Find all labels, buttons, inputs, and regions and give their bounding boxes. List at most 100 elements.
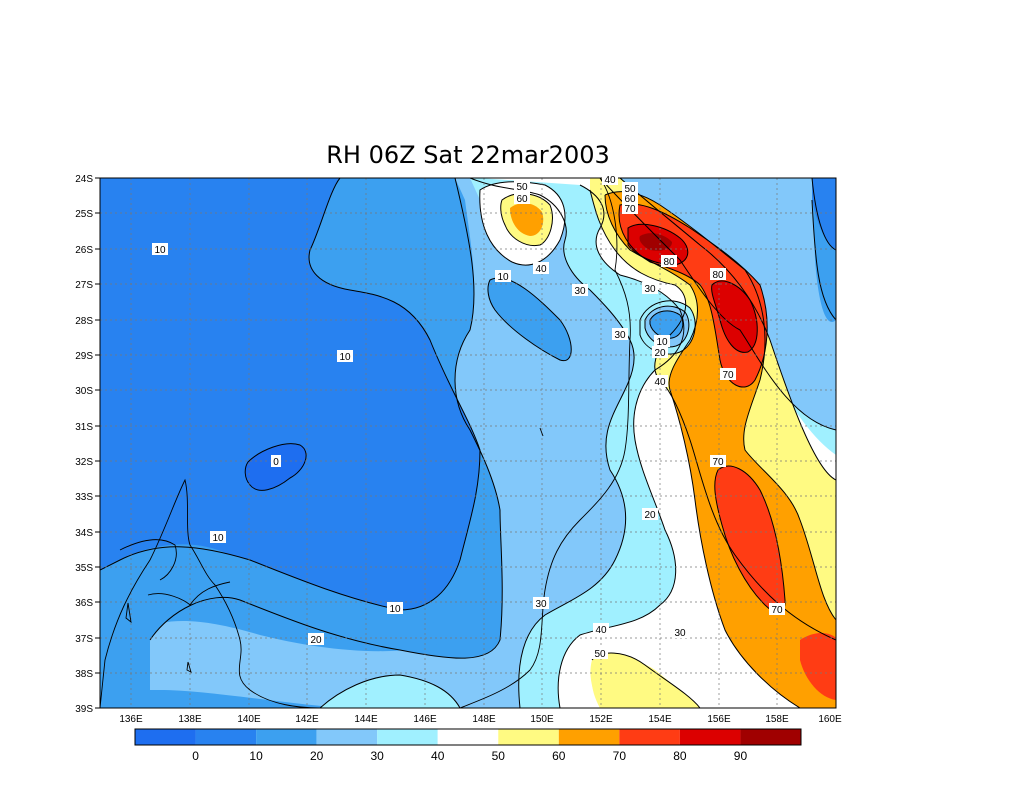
contour-label: 30 xyxy=(533,597,549,610)
contour-label-box xyxy=(622,202,638,214)
contour-label-box xyxy=(593,623,609,635)
contour-label-text: 20 xyxy=(644,510,656,521)
colorbar-frame xyxy=(134,728,802,746)
contour-label: 20 xyxy=(308,633,324,646)
colorbar-label: 30 xyxy=(371,749,385,763)
contour-label-text: 10 xyxy=(339,352,351,363)
contour-label-text: 30 xyxy=(614,330,626,341)
contour-label-box xyxy=(572,284,588,296)
contour-label-box xyxy=(642,282,658,294)
lat-label: 24S xyxy=(75,174,93,185)
contour-label-text: 70 xyxy=(712,457,724,468)
contour-label: 30 xyxy=(642,282,658,295)
colorbar-swatch xyxy=(679,729,741,745)
contour-label: 30 xyxy=(672,626,688,639)
contour-label-box xyxy=(654,335,670,347)
lat-label: 26S xyxy=(75,245,93,256)
colorbar-swatch xyxy=(619,729,680,745)
lon-label: 142E xyxy=(295,714,319,725)
contour-label-text: 10 xyxy=(656,337,668,348)
colorbar-swatch xyxy=(740,729,801,745)
field-above-90 xyxy=(639,233,672,251)
contour-label-text: 10 xyxy=(154,245,166,256)
contour-label-text: 50 xyxy=(624,184,636,195)
contour-label-box xyxy=(533,597,549,609)
contour-label-text: 30 xyxy=(535,599,547,610)
contour-label-text: 40 xyxy=(604,175,616,186)
contour-label: 10 xyxy=(337,350,353,363)
lon-label: 140E xyxy=(237,714,261,725)
lon-label: 152E xyxy=(589,714,613,725)
contour-label-box xyxy=(652,346,668,358)
lon-label: 136E xyxy=(119,714,143,725)
contour-label: 70 xyxy=(769,603,785,616)
colorbar-label: 80 xyxy=(673,749,687,763)
contour-label-box xyxy=(602,173,618,185)
lat-label: 33S xyxy=(75,492,93,503)
lat-label: 36S xyxy=(75,598,93,609)
contour-label-text: 30 xyxy=(674,628,686,639)
contour-label: 10 xyxy=(387,602,403,615)
coastline xyxy=(100,178,631,708)
contour-label: 80 xyxy=(661,255,677,268)
lat-label: 32S xyxy=(75,457,93,468)
contour-label-text: 10 xyxy=(212,533,224,544)
colorbar-swatch xyxy=(195,729,257,745)
contour-label-text: 50 xyxy=(594,649,606,660)
lon-label: 150E xyxy=(530,714,554,725)
map-frame xyxy=(99,177,837,709)
contour-label: 50 xyxy=(514,180,530,193)
colorbar-swatch xyxy=(498,729,559,745)
contour-label-box xyxy=(271,455,281,467)
contour-label-box xyxy=(769,603,785,615)
lon-label: 156E xyxy=(707,714,731,725)
contour-label: 40 xyxy=(602,173,618,186)
contour-label: 40 xyxy=(593,623,609,636)
lat-label: 30S xyxy=(75,386,93,397)
contour-label-box xyxy=(152,243,168,255)
contour-label-text: 70 xyxy=(771,605,783,616)
contour-label-box xyxy=(720,368,736,380)
field-70-80-southeast xyxy=(800,633,836,700)
field-10-20-southwest xyxy=(100,544,450,652)
contour-label-box xyxy=(495,270,511,282)
rh-field xyxy=(100,178,836,708)
contour-label-text: 70 xyxy=(722,370,734,381)
contour-label-box xyxy=(710,455,726,467)
contour-label: 40 xyxy=(652,375,668,388)
contour-label-box xyxy=(514,192,530,204)
contour-label-text: 60 xyxy=(624,194,636,205)
lon-label: 160E xyxy=(818,714,842,725)
contour-label-text: 20 xyxy=(310,635,322,646)
contour-label: 50 xyxy=(592,647,608,660)
lon-label: 138E xyxy=(178,714,202,725)
field-dry-hole-inner xyxy=(650,310,683,339)
contour-label: 10 xyxy=(654,335,670,348)
map-title: RH 06Z Sat 22mar2003 xyxy=(326,141,610,169)
lat-label: 37S xyxy=(75,634,93,645)
contour-label: 20 xyxy=(642,508,658,521)
grid-lines xyxy=(100,178,836,708)
colorbar: 0 10 20 30 40 50 60 70 80 90 xyxy=(134,728,802,763)
colorbar-label: 0 xyxy=(192,749,199,763)
contour-label-box xyxy=(210,531,226,543)
contour-label-box xyxy=(710,268,726,280)
lat-label: 29S xyxy=(75,351,93,362)
contour-label: 40 xyxy=(533,262,549,275)
colorbar-swatch xyxy=(135,729,196,745)
colorbar-swatch xyxy=(316,729,378,745)
field-0-10-right xyxy=(812,178,836,250)
contour-label-text: 40 xyxy=(654,377,666,388)
contour-label-text: 70 xyxy=(624,204,636,215)
contour-label-text: 20 xyxy=(654,348,666,359)
contour-label: 70 xyxy=(622,202,638,215)
contour-label-box xyxy=(672,626,688,638)
contour-labels: 10 10 10 10 10 10 0 20 20 20 30 30 30 30 30 40 40 40 50 50 5… xyxy=(152,173,785,660)
contour-label-box xyxy=(622,182,638,194)
contour-label-box xyxy=(622,192,638,204)
colorbar-swatch xyxy=(377,729,438,745)
contour-label: 20 xyxy=(652,346,668,359)
lat-label: 25S xyxy=(75,209,93,220)
contour-label-text: 10 xyxy=(389,604,401,615)
